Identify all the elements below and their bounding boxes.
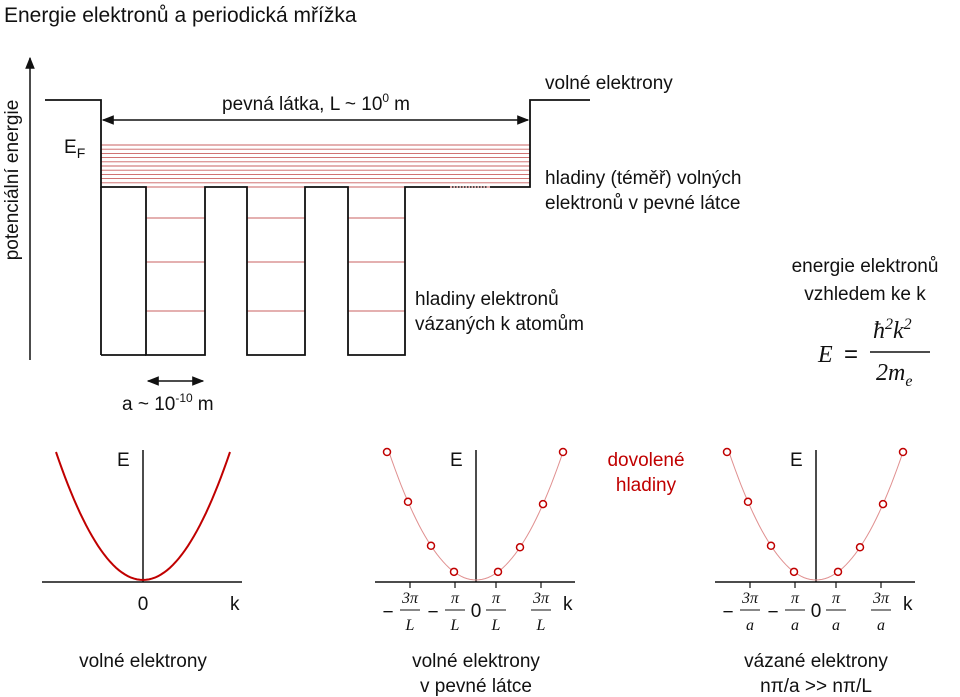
denominator: 2m <box>876 360 905 386</box>
allowed-state <box>382 447 392 457</box>
allowed-state <box>403 497 413 507</box>
k-label: k <box>230 594 240 615</box>
k: k <box>893 318 904 344</box>
annotation: dovolené <box>607 450 684 471</box>
allowed-state <box>898 447 908 457</box>
quasi-free-label: hladiny (téměř) volných <box>545 168 741 189</box>
allowed-state <box>515 543 525 552</box>
allowed-state <box>766 541 776 551</box>
allowed-state <box>493 567 503 577</box>
exponent: 2 <box>885 316 893 333</box>
tick-sign: − <box>722 602 733 623</box>
k-label: k <box>563 594 573 615</box>
allowed-state <box>833 567 843 577</box>
levels <box>101 144 530 312</box>
exponent: 0 <box>382 91 389 105</box>
caption: energie elektronů <box>792 256 939 277</box>
allowed-state <box>426 541 436 551</box>
tick-den: L <box>536 617 546 634</box>
tick-den: a <box>877 617 885 634</box>
free-label: volné elektrony <box>545 73 673 94</box>
hbar: ħ <box>873 318 885 344</box>
allowed-state <box>449 567 459 577</box>
panel-caption: nπ/a >> nπ/L <box>760 676 872 697</box>
tick-den: L <box>491 617 501 634</box>
bound-label: hladiny elektronů <box>415 289 559 310</box>
symbol: E <box>64 137 77 158</box>
panel-caption: volné elektrony <box>412 651 540 672</box>
allowed-state <box>743 497 753 507</box>
tick-num: π <box>791 590 800 607</box>
subscript: F <box>77 145 86 161</box>
tick-num: 3π <box>872 590 890 607</box>
fermi-level: EF <box>64 137 85 161</box>
e-label: E <box>790 450 803 471</box>
allowed-state <box>878 499 888 509</box>
text: pevná látka, L ~ 10 <box>222 94 382 115</box>
formula-lhs: E <box>817 342 833 368</box>
tick-num: π <box>492 590 501 607</box>
tick-den: a <box>791 617 799 634</box>
allowed-state <box>558 447 568 457</box>
unit: m <box>394 94 410 115</box>
caption: vzhledem ke k <box>804 284 926 305</box>
annotation: hladiny <box>616 475 677 496</box>
allowed-state <box>789 567 799 577</box>
exponent: -10 <box>175 391 193 405</box>
parabola <box>388 451 564 581</box>
axis-label: potenciální energie <box>2 100 23 261</box>
solid-size: pevná látka, L ~ 100 m <box>222 91 410 115</box>
tick-den: a <box>832 617 840 634</box>
formula-numerator: ħ2k2 <box>873 316 912 344</box>
origin-label: 0 <box>811 601 822 622</box>
e-label: E <box>117 450 130 471</box>
tick-sign: − <box>382 602 393 623</box>
panel-caption: vázané elektrony <box>744 651 888 672</box>
bound-label: vázaných k atomům <box>415 314 584 335</box>
tick-num: π <box>451 590 460 607</box>
tick-num: 3π <box>532 590 550 607</box>
origin-label: 0 <box>471 601 482 622</box>
tick-num: 3π <box>741 590 759 607</box>
allowed-state <box>538 499 548 509</box>
panel-caption: volné elektrony <box>79 651 207 672</box>
tick-den: L <box>450 617 460 634</box>
allowed-state <box>855 543 865 552</box>
tick-num: π <box>832 590 841 607</box>
tick-sign: − <box>427 602 438 623</box>
origin-label: 0 <box>138 594 149 615</box>
parabola <box>55 451 231 582</box>
panel-caption: v pevné látce <box>420 676 532 697</box>
title: Energie elektronů a periodická mřížka <box>4 4 357 27</box>
formula-denominator: 2me <box>876 360 912 390</box>
formula-equals: = <box>844 341 858 368</box>
parabola <box>728 451 904 581</box>
lattice-constant: a ~ 10-10 m <box>122 391 214 415</box>
text: a ~ 10 <box>122 394 175 415</box>
exponent: 2 <box>904 316 912 333</box>
quasi-free-label: elektronů v pevné látce <box>545 193 740 214</box>
k-label: k <box>903 594 913 615</box>
tick-den: L <box>405 617 415 634</box>
tick-num: 3π <box>401 590 419 607</box>
tick-den: a <box>746 617 754 634</box>
e-label: E <box>450 450 463 471</box>
unit: m <box>198 394 214 415</box>
allowed-state <box>722 447 732 457</box>
subscript: e <box>905 373 912 390</box>
tick-sign: − <box>767 602 778 623</box>
potential <box>45 99 590 356</box>
